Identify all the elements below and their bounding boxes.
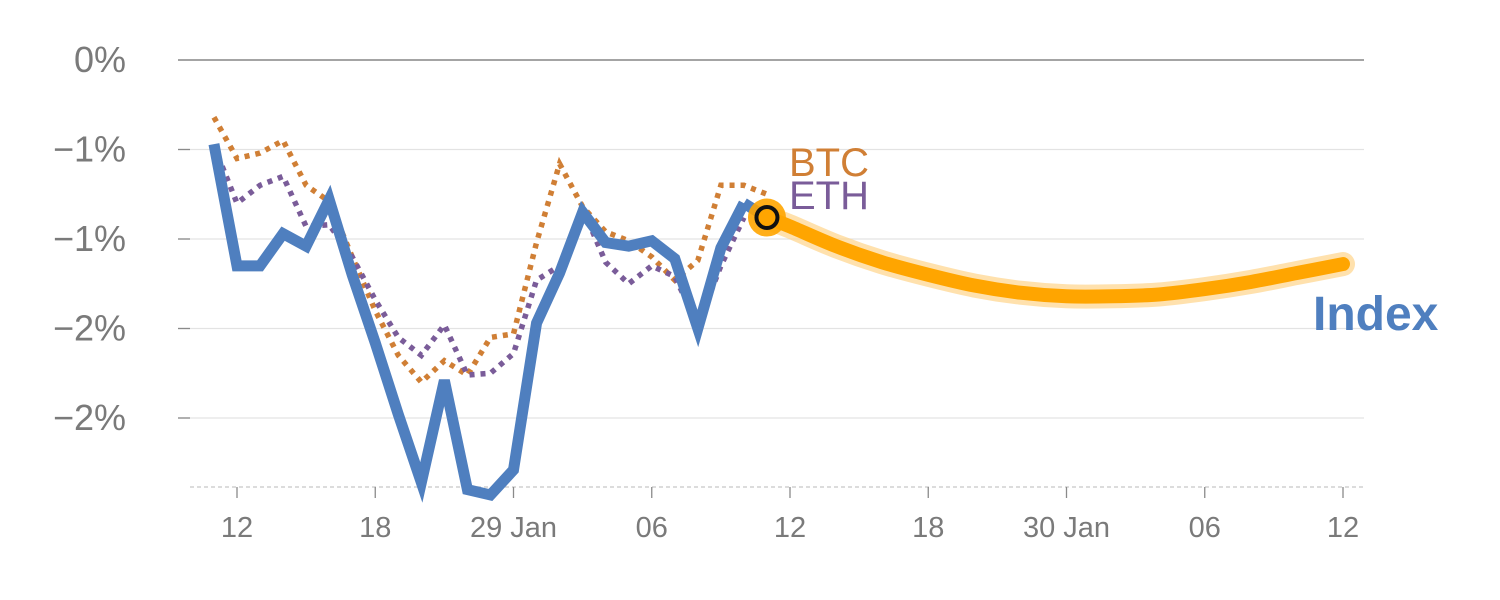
x-tick-label: 18 — [912, 512, 944, 544]
series-label-index: Index — [1313, 288, 1439, 341]
series-label-btc: BTC — [789, 141, 869, 185]
y-tick-label: −2% — [53, 397, 126, 438]
x-axis: 12 18 29 Jan 06 12 18 30 Jan 06 12 — [190, 486, 1364, 544]
y-tick-label: −1% — [53, 218, 126, 259]
y-tick-label: 0% — [74, 39, 126, 80]
x-tick-label: 18 — [359, 512, 391, 544]
y-axis: 0% −1% −1% −2% −2% — [53, 39, 190, 438]
forecast-band — [759, 210, 1350, 304]
forecast-layer — [754, 205, 1355, 309]
series-labels: BTC ETH Index — [789, 141, 1439, 341]
series-line-btc — [211, 115, 768, 387]
grid-layer — [178, 59, 1364, 419]
x-tick-label: 12 — [1327, 512, 1359, 544]
series-label-eth: ETH — [789, 174, 869, 218]
marker-layer — [747, 198, 786, 237]
y-tick-label: −1% — [53, 129, 126, 170]
x-tick-label: 30 Jan — [1023, 512, 1110, 544]
series-line-index — [208, 143, 749, 503]
current-marker — [754, 205, 780, 231]
x-tick-label: 12 — [221, 512, 253, 544]
series-layer — [208, 115, 770, 503]
x-tick-label: 06 — [1189, 512, 1221, 544]
x-tick-label: 29 Jan — [470, 512, 557, 544]
y-tick-label: −2% — [53, 308, 126, 349]
x-tick-label: 06 — [636, 512, 668, 544]
x-tick-label: 12 — [774, 512, 806, 544]
series-line-eth — [211, 144, 747, 378]
